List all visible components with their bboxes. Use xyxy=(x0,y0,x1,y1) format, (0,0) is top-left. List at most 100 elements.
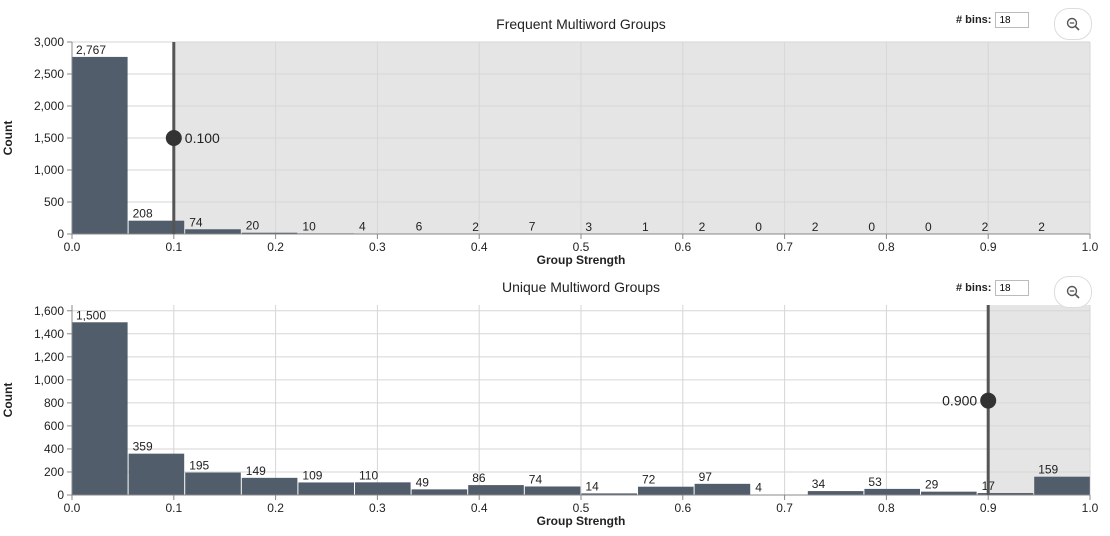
x-tick-label: 0.6 xyxy=(674,240,691,254)
histogram-bar xyxy=(355,482,411,495)
x-tick-label: 0.1 xyxy=(165,501,182,515)
unique-groups-chart: Unique Multiword Groups 1,500 359 195 149 109… xyxy=(1,279,1099,528)
x-tick-label: 0.0 xyxy=(64,240,81,254)
x-tick-label: 0.3 xyxy=(369,240,386,254)
bar-value-label: 109 xyxy=(302,468,322,482)
histogram-bar xyxy=(241,477,298,495)
histogram-bar xyxy=(524,486,581,495)
bar-value-label: 20 xyxy=(246,219,260,233)
bar-value-label: 7 xyxy=(529,220,536,234)
threshold-handle xyxy=(165,130,182,146)
bar-value-label: 1 xyxy=(642,220,649,234)
threshold-handle xyxy=(980,392,997,409)
histogram-bar xyxy=(1034,476,1090,495)
histogram-bar xyxy=(185,472,241,495)
bins-label: # bins: xyxy=(956,282,992,294)
bar-value-label: 14 xyxy=(585,479,599,493)
histogram-bar xyxy=(581,493,638,495)
zoom-out-icon xyxy=(1066,285,1080,299)
histogram-bar xyxy=(864,488,921,495)
x-tick-label: 0.6 xyxy=(674,501,691,515)
histogram-bar xyxy=(298,482,355,495)
y-axis-label: Count xyxy=(1,383,15,418)
bins-label: # bins: xyxy=(956,14,992,26)
bar-value-label: 149 xyxy=(246,464,266,478)
bar-value-label: 159 xyxy=(1038,463,1058,477)
x-tick-label: 0.2 xyxy=(267,501,284,515)
bins-control: # bins: xyxy=(956,280,1030,296)
bar-value-label: 29 xyxy=(925,478,939,492)
y-tick-label: 1,500 xyxy=(34,131,64,145)
bar-value-label: 2 xyxy=(982,220,989,234)
threshold-shaded-region xyxy=(988,305,1090,495)
histogram-bar xyxy=(638,486,694,495)
bar-value-label: 2 xyxy=(1038,220,1045,234)
x-axis-label: Group Strength xyxy=(537,253,626,267)
bar-value-label: 10 xyxy=(302,219,316,233)
x-tick-label: 1.0 xyxy=(1082,240,1099,254)
y-tick-label: 3,000 xyxy=(34,35,64,49)
bar-value-label: 208 xyxy=(133,207,153,221)
y-tick-label: 2,500 xyxy=(34,67,64,81)
histogram-bar xyxy=(185,229,241,234)
histogram-bar xyxy=(72,56,128,234)
y-tick-label: 1,000 xyxy=(34,373,64,387)
chart-title: Unique Multiword Groups xyxy=(502,279,660,295)
y-axis-label: Count xyxy=(1,121,15,156)
threshold-value-label: 0.100 xyxy=(185,130,220,146)
x-tick-label: 1.0 xyxy=(1082,501,1099,515)
y-tick-label: 0 xyxy=(57,227,64,241)
bar-value-label: 86 xyxy=(472,471,486,485)
histogram-bar xyxy=(468,485,524,495)
x-tick-label: 0.4 xyxy=(471,501,488,515)
bar-value-label: 1,500 xyxy=(76,308,106,322)
y-tick-label: 2,000 xyxy=(34,99,64,113)
y-tick-label: 200 xyxy=(44,465,64,479)
y-tick-label: 0 xyxy=(57,488,64,502)
bar-value-label: 74 xyxy=(529,472,543,486)
bar-value-label: 53 xyxy=(868,475,882,489)
chart-title: Frequent Multiword Groups xyxy=(496,16,666,32)
histogram-bar xyxy=(694,483,751,495)
bar-value-label: 2,767 xyxy=(76,43,106,57)
x-tick-label: 0.9 xyxy=(980,501,997,515)
x-tick-label: 0.2 xyxy=(267,240,284,254)
bar-value-label: 74 xyxy=(189,215,203,229)
y-tick-label: 600 xyxy=(44,419,64,433)
x-tick-label: 0.3 xyxy=(369,501,386,515)
y-tick-label: 1,600 xyxy=(34,304,64,318)
histogram-bar xyxy=(72,322,128,495)
frequent-groups-panel: Frequent Multiword Groups 2,767 208 74 20 10 4… xyxy=(1,8,1099,267)
bar-value-label: 0 xyxy=(925,220,932,234)
zoom-out-icon xyxy=(1066,17,1080,31)
histogram-bar xyxy=(411,489,468,495)
bar-value-label: 0 xyxy=(755,220,762,234)
y-tick-label: 400 xyxy=(44,442,64,456)
bar-value-label: 195 xyxy=(189,459,209,473)
y-tick-label: 1,000 xyxy=(34,163,64,177)
bar-value-label: 2 xyxy=(812,220,819,234)
x-tick-label: 0.5 xyxy=(573,501,590,515)
bins-input[interactable] xyxy=(995,280,1030,296)
bar-value-label: 0 xyxy=(868,220,875,234)
histogram-bar xyxy=(128,453,185,495)
y-tick-label: 500 xyxy=(44,195,64,209)
bar-value-label: 4 xyxy=(359,220,366,234)
bar-value-label: 49 xyxy=(416,475,430,489)
x-tick-label: 0.5 xyxy=(573,240,590,254)
bar-value-label: 97 xyxy=(699,470,713,484)
bar-value-label: 6 xyxy=(416,220,423,234)
bar-value-label: 2 xyxy=(472,220,479,234)
zoom-out-button[interactable] xyxy=(1054,8,1092,40)
bar-value-label: 4 xyxy=(755,481,762,495)
threshold-value-label: 0.900 xyxy=(942,393,977,409)
zoom-out-button[interactable] xyxy=(1054,276,1092,308)
bins-input[interactable] xyxy=(995,12,1030,28)
histogram-bar xyxy=(977,493,1034,495)
bins-control: # bins: xyxy=(956,12,1030,28)
x-tick-label: 0.9 xyxy=(980,240,997,254)
histogram-bar xyxy=(241,232,298,234)
x-axis-label: Group Strength xyxy=(537,514,626,528)
bar-value-label: 2 xyxy=(699,220,706,234)
